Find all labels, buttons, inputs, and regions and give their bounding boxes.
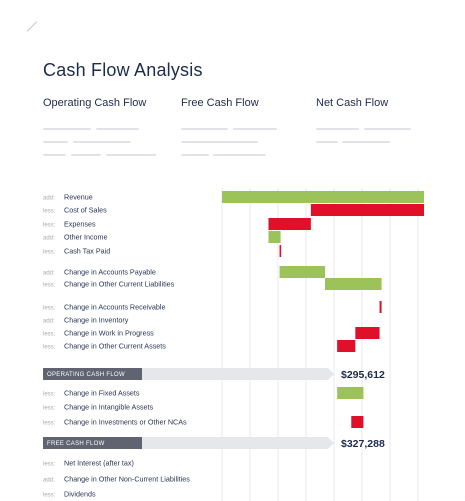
row-tag: less: bbox=[43, 493, 56, 499]
row-label: Cash Tax Paid bbox=[64, 247, 110, 256]
row-label: Expenses bbox=[64, 220, 96, 229]
waterfall-bar bbox=[325, 278, 382, 290]
row-tag: add: bbox=[43, 196, 55, 202]
row-label: Other Income bbox=[64, 233, 108, 242]
waterfall-bar bbox=[337, 340, 356, 352]
placeholder-line bbox=[316, 128, 359, 130]
waterfall-bar bbox=[279, 266, 326, 278]
band-label-bg bbox=[43, 368, 142, 380]
row-tag: less: bbox=[43, 406, 56, 412]
waterfall-bar bbox=[379, 301, 382, 313]
row-label: Change in Accounts Payable bbox=[64, 268, 156, 277]
row-label: Change in Work in Progress bbox=[64, 329, 154, 338]
row-label: Change in Inventory bbox=[64, 316, 129, 325]
waterfall-bar bbox=[268, 218, 311, 230]
placeholder-line bbox=[181, 154, 209, 156]
waterfall-bar bbox=[268, 231, 281, 243]
column-header-free: Free Cash Flow bbox=[181, 97, 259, 109]
waterfall-bar bbox=[310, 204, 424, 216]
band-total-value: $295,612 bbox=[341, 369, 385, 381]
row-tag: less: bbox=[43, 209, 56, 215]
row-label: Revenue bbox=[64, 193, 93, 202]
placeholder-line bbox=[181, 141, 258, 143]
row-label: Change in Intangible Assets bbox=[64, 403, 154, 412]
row-label: Cost of Sales bbox=[64, 206, 107, 215]
placeholder-line bbox=[43, 154, 66, 156]
band-label-bg bbox=[43, 437, 142, 449]
column-header-net: Net Cash Flow bbox=[316, 97, 389, 109]
placeholder-line bbox=[43, 128, 91, 130]
row-tag: add: bbox=[43, 271, 55, 277]
column-header-operating: Operating Cash Flow bbox=[43, 97, 147, 109]
placeholder-line bbox=[106, 154, 156, 156]
row-label: Dividends bbox=[64, 490, 96, 499]
row-tag: less: bbox=[43, 345, 56, 351]
placeholder-line bbox=[233, 128, 277, 130]
row-label: Change in Other Non-Current Liabilities bbox=[64, 475, 190, 484]
placeholder-line bbox=[181, 128, 228, 130]
row-tag: add: bbox=[43, 478, 55, 484]
placeholder-line bbox=[316, 141, 338, 143]
placeholder-line bbox=[213, 154, 266, 156]
page-title: Cash Flow Analysis bbox=[43, 60, 203, 80]
placeholder-line bbox=[73, 141, 131, 143]
row-tag: less: bbox=[43, 306, 56, 312]
placeholder-line bbox=[364, 128, 411, 130]
placeholder-line bbox=[342, 141, 390, 143]
row-tag: add: bbox=[43, 319, 55, 325]
row-label: Change in Accounts Receivable bbox=[64, 303, 166, 312]
row-tag: less: bbox=[43, 332, 56, 338]
row-label: Change in Other Current Liabilities bbox=[64, 280, 175, 289]
band-total-value: $327,288 bbox=[341, 438, 385, 450]
band-label: FREE CASH FLOW bbox=[47, 441, 105, 447]
waterfall-bar bbox=[355, 327, 380, 339]
placeholder-line bbox=[71, 154, 101, 156]
row-tag: less: bbox=[43, 421, 56, 427]
waterfall-bar bbox=[337, 387, 364, 399]
placeholder-line bbox=[96, 128, 139, 130]
waterfall-bar bbox=[222, 191, 424, 203]
row-tag: less: bbox=[43, 392, 56, 398]
row-tag: less: bbox=[43, 250, 56, 256]
row-label: Net Interest (after tax) bbox=[64, 459, 134, 468]
band-label: OPERATING CASH FLOW bbox=[47, 372, 125, 378]
row-tag: add: bbox=[43, 236, 55, 242]
waterfall-bar bbox=[279, 245, 282, 257]
placeholder-line bbox=[43, 141, 68, 143]
row-label: Change in Other Current Assets bbox=[64, 342, 166, 351]
row-tag: less: bbox=[43, 283, 56, 289]
row-tag: less: bbox=[43, 462, 56, 468]
row-label: Change in Investments or Other NCAs bbox=[64, 418, 187, 427]
waterfall-bar bbox=[351, 416, 364, 428]
row-label: Change in Fixed Assets bbox=[64, 389, 140, 398]
row-tag: less: bbox=[43, 223, 56, 229]
